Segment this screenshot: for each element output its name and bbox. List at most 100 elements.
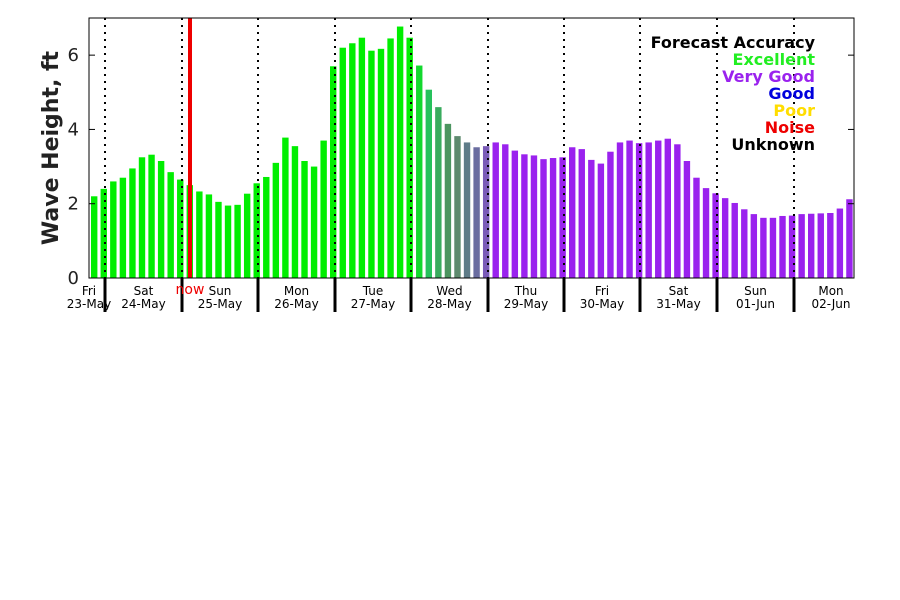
x-day-weekday: Mon [284,284,309,298]
bar [119,177,127,278]
bar [205,194,213,278]
bar [655,140,662,278]
bar [148,154,155,278]
legend-item: Unknown [731,135,815,154]
x-day-date: 25-May [198,297,242,311]
x-day-weekday: Sat [669,284,689,298]
bar [693,177,700,278]
bar [263,176,270,278]
bar [215,201,222,278]
bar [157,161,165,278]
legend-item: Excellent [733,50,816,69]
x-day-weekday: Wed [436,284,462,298]
bar [454,136,461,278]
x-day-weekday: Mon [818,284,843,298]
bar [779,215,786,278]
bar [282,137,289,278]
bar [741,209,748,278]
bar [549,158,557,278]
bar [769,217,777,278]
bar [463,142,471,278]
day-separators [104,18,795,278]
bar [320,140,327,278]
bar [798,214,805,278]
y-axis: 0 2 4 6 [68,45,854,289]
bar [387,38,394,279]
bar [788,215,796,278]
bar [540,159,547,278]
bar [339,47,346,279]
legend-item: Very Good [722,67,815,86]
legend-title: Forecast Accuracy [651,33,816,52]
bar [712,193,719,278]
bar [674,144,681,278]
bar [138,157,146,278]
bar [482,146,490,278]
x-day-weekday: Thu [514,284,538,298]
bar [167,172,174,278]
bars-group [91,26,853,279]
x-day-date: 23-May [67,297,111,311]
bar [664,138,671,278]
bar [760,217,767,278]
x-day-weekday: Sun [744,284,767,298]
bar [406,37,413,278]
bar [578,149,585,278]
y-tick-label: 0 [68,268,79,289]
x-day-date: 31-May [656,297,700,311]
plot-frame [88,17,855,279]
bar [645,142,652,278]
x-day-date: 30-May [580,297,624,311]
bar [349,43,356,279]
y-tick-label: 2 [68,194,79,215]
bar [521,154,528,278]
bar [377,48,385,278]
legend-item: Noise [765,118,815,137]
bar [253,183,260,278]
bar [846,199,853,278]
bar [731,202,738,278]
bar [702,188,710,278]
x-day-weekday: Fri [82,284,96,298]
y-tick-label: 6 [68,45,79,66]
x-day-date: 01-Jun [736,297,775,311]
bar [425,89,432,278]
y-tick-label: 4 [68,119,79,140]
bar [683,161,691,278]
bar [110,181,117,278]
x-day-date: 28-May [427,297,471,311]
x-day-date: 26-May [274,297,318,311]
bar [502,144,509,278]
bar [416,65,423,278]
x-day-date: 29-May [504,297,548,311]
bar [836,208,844,278]
bar [473,147,480,278]
bar [91,196,98,278]
bar [635,143,643,278]
bar [750,214,758,278]
bar [301,161,308,278]
bar [597,163,605,278]
x-day-weekday: Sun [209,284,232,298]
bar [224,205,232,278]
bar [358,37,366,278]
now-marker-label: now [176,282,205,298]
bar [396,26,404,278]
bar [817,213,824,278]
x-day-date: 02-Jun [811,297,850,311]
bar [444,123,452,278]
bar [530,155,538,278]
x-day-weekday: Fri [595,284,609,298]
x-axis: Fri23-MaySat24-MaySun25-MayMon26-MayTue2… [67,278,851,312]
bar [330,66,337,278]
bar [291,146,299,278]
y-axis-label: Wave Height, ft [39,50,64,245]
bar [234,204,241,278]
bar [177,179,184,278]
x-day-date: 24-May [121,297,165,311]
bar [243,193,251,278]
bar [368,50,375,278]
legend-item: Poor [773,101,815,120]
